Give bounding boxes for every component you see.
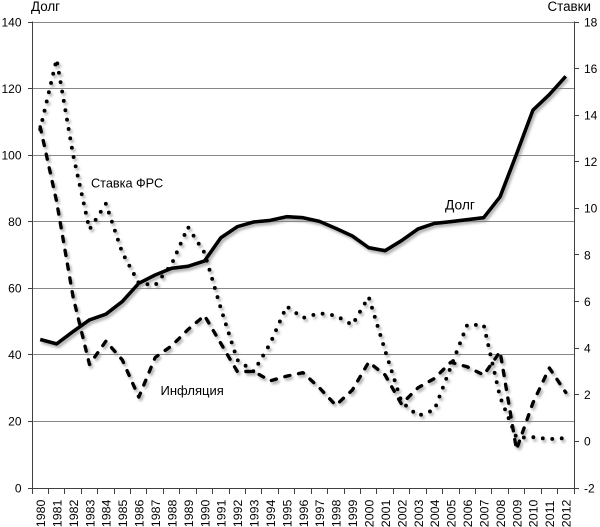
svg-text:1984: 1984 bbox=[100, 500, 114, 527]
svg-text:2008: 2008 bbox=[494, 500, 508, 527]
svg-text:18: 18 bbox=[584, 15, 598, 29]
svg-text:20: 20 bbox=[8, 415, 22, 429]
svg-text:1980: 1980 bbox=[34, 500, 48, 527]
svg-text:6: 6 bbox=[584, 295, 591, 309]
svg-text:Долг: Долг bbox=[445, 198, 475, 213]
svg-text:1998: 1998 bbox=[330, 500, 344, 527]
svg-text:2010: 2010 bbox=[527, 500, 541, 527]
svg-text:1992: 1992 bbox=[231, 500, 245, 527]
svg-text:1989: 1989 bbox=[182, 500, 196, 527]
svg-text:2002: 2002 bbox=[395, 500, 409, 527]
svg-text:Инфляция: Инфляция bbox=[161, 383, 224, 398]
svg-text:10: 10 bbox=[584, 202, 598, 216]
svg-text:Долг: Долг bbox=[31, 0, 60, 14]
svg-text:2006: 2006 bbox=[461, 500, 475, 527]
svg-text:2011: 2011 bbox=[543, 500, 557, 527]
svg-text:0: 0 bbox=[15, 481, 22, 495]
svg-text:1981: 1981 bbox=[50, 500, 64, 527]
svg-text:1991: 1991 bbox=[215, 500, 229, 527]
svg-text:8: 8 bbox=[584, 248, 591, 262]
svg-text:40: 40 bbox=[8, 348, 22, 362]
svg-text:60: 60 bbox=[8, 282, 22, 296]
svg-text:1986: 1986 bbox=[133, 500, 147, 527]
svg-text:1988: 1988 bbox=[165, 500, 179, 527]
svg-text:1994: 1994 bbox=[264, 500, 278, 527]
svg-text:1983: 1983 bbox=[83, 500, 97, 527]
svg-text:1982: 1982 bbox=[67, 500, 81, 527]
svg-text:2004: 2004 bbox=[428, 500, 442, 527]
svg-text:2005: 2005 bbox=[445, 500, 459, 527]
svg-text:2000: 2000 bbox=[363, 500, 377, 527]
svg-text:1995: 1995 bbox=[280, 500, 294, 527]
svg-text:4: 4 bbox=[584, 342, 591, 356]
svg-text:2009: 2009 bbox=[510, 500, 524, 527]
svg-text:100: 100 bbox=[1, 148, 21, 162]
svg-text:16: 16 bbox=[584, 62, 598, 76]
svg-text:1987: 1987 bbox=[149, 500, 163, 527]
svg-text:14: 14 bbox=[584, 109, 598, 123]
svg-text:1990: 1990 bbox=[198, 500, 212, 527]
svg-text:0: 0 bbox=[584, 435, 591, 449]
svg-text:1999: 1999 bbox=[346, 500, 360, 527]
svg-text:Ставки: Ставки bbox=[547, 0, 591, 14]
svg-text:1997: 1997 bbox=[313, 500, 327, 527]
svg-text:1993: 1993 bbox=[248, 500, 262, 527]
svg-text:2001: 2001 bbox=[379, 500, 393, 527]
svg-text:-2: -2 bbox=[584, 481, 595, 495]
svg-text:1985: 1985 bbox=[116, 500, 130, 527]
svg-text:2007: 2007 bbox=[477, 500, 491, 527]
svg-text:1996: 1996 bbox=[297, 500, 311, 527]
svg-text:2: 2 bbox=[584, 388, 591, 402]
svg-text:Ставка ФРС: Ставка ФРС bbox=[91, 177, 163, 191]
svg-text:120: 120 bbox=[1, 82, 21, 96]
svg-text:2003: 2003 bbox=[412, 500, 426, 527]
svg-text:12: 12 bbox=[584, 155, 598, 169]
svg-text:140: 140 bbox=[1, 15, 21, 29]
svg-text:2012: 2012 bbox=[560, 500, 574, 527]
svg-text:80: 80 bbox=[8, 215, 22, 229]
